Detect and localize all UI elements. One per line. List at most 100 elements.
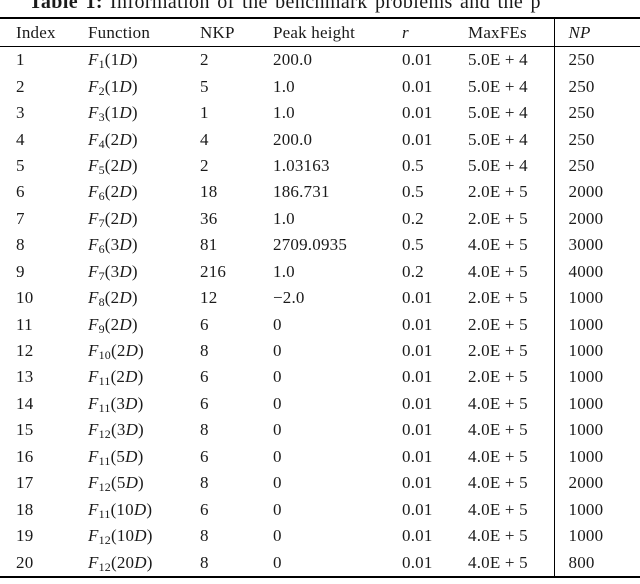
- function-arg-open: (2: [104, 314, 120, 334]
- function-arg-close: ): [131, 235, 138, 255]
- function-arg-close: ): [131, 182, 138, 202]
- index-cell: 11: [16, 314, 33, 334]
- index-cell: 8: [16, 235, 25, 255]
- function-subscript: 7: [98, 215, 105, 230]
- col-header-peak-height: Peak height: [273, 18, 401, 47]
- index-cell: 14: [16, 393, 34, 413]
- function-arg-close: ): [137, 393, 144, 413]
- index-cell: 9: [16, 261, 25, 281]
- function-subscript: 11: [98, 506, 111, 521]
- function-subscript: 12: [98, 427, 111, 442]
- maxfes-cell: 2.0E + 5: [468, 288, 528, 308]
- function-arg-open: (2: [110, 367, 126, 387]
- peak-height-cell: 1.0: [273, 208, 295, 228]
- function-subscript: 10: [98, 348, 111, 363]
- function-cell: F6(3D): [86, 232, 199, 258]
- nkp-cell: 4: [200, 129, 209, 149]
- function-arg-close: ): [146, 552, 153, 572]
- table-row: 2 F2(1D) 5 1.0 0.01 5.0E + 4 250: [0, 73, 640, 100]
- function-letter: F: [88, 499, 99, 519]
- peak-height-cell: 0: [273, 499, 282, 519]
- np-cell: 1000: [553, 443, 640, 470]
- nkp-cell: 216: [200, 261, 227, 281]
- function-dim-letter: D: [119, 129, 132, 149]
- peak-height-cell: 0: [273, 367, 282, 387]
- function-dim-letter: D: [134, 552, 147, 572]
- maxfes-cell: 5.0E + 4: [468, 50, 528, 70]
- function-arg-open: (2: [104, 208, 120, 228]
- function-arg-close: ): [137, 446, 144, 466]
- r-cell: 0.01: [402, 314, 433, 334]
- function-arg-open: (2: [104, 129, 120, 149]
- function-arg-open: (1: [104, 103, 120, 123]
- function-arg-close: ): [131, 50, 138, 70]
- function-cell: F9(2D): [86, 311, 199, 337]
- function-dim-letter: D: [119, 155, 132, 175]
- index-cell: 19: [16, 526, 34, 546]
- function-dim-letter: D: [119, 261, 132, 281]
- nkp-cell: 8: [200, 526, 209, 546]
- table-row: 14 F11(3D) 6 0 0.01 4.0E + 5 1000: [0, 390, 640, 418]
- function-arg-close: ): [131, 261, 138, 281]
- table-caption-label: Table 1:: [29, 0, 103, 13]
- np-cell: 1000: [553, 496, 640, 523]
- table-body: 1 F1(1D) 2 200.0 0.01 5.0E + 4 250 2 F2(…: [0, 46, 640, 577]
- function-letter: F: [88, 288, 99, 308]
- peak-height-cell: 2709.0935: [273, 235, 348, 255]
- function-subscript: 9: [98, 321, 105, 336]
- maxfes-cell: 5.0E + 4: [468, 155, 528, 175]
- function-letter: F: [88, 182, 99, 202]
- function-dim-letter: D: [119, 103, 132, 123]
- function-arg-open: (1: [104, 76, 120, 96]
- function-cell: F12(10D): [86, 523, 199, 549]
- function-dim-letter: D: [125, 473, 139, 493]
- function-subscript: 12: [98, 533, 111, 548]
- r-cell: 0.5: [402, 182, 424, 202]
- col-header-nkp: NKP: [199, 18, 273, 47]
- r-cell: 0.01: [402, 76, 433, 96]
- table-row: 1 F1(1D) 2 200.0 0.01 5.0E + 4 250: [0, 46, 640, 74]
- function-dim-letter: D: [125, 446, 138, 466]
- function-subscript: 3: [98, 110, 105, 125]
- function-subscript: 6: [98, 189, 105, 204]
- peak-height-cell: 0: [273, 446, 282, 466]
- function-arg-close: ): [146, 526, 153, 546]
- np-cell: 250: [553, 99, 640, 127]
- function-letter: F: [88, 76, 99, 96]
- function-dim-letter: D: [119, 235, 132, 255]
- r-cell: 0.2: [402, 208, 424, 228]
- function-arg-close: ): [131, 129, 138, 149]
- function-letter: F: [88, 50, 99, 70]
- function-letter: F: [88, 526, 99, 546]
- function-letter: F: [88, 473, 99, 493]
- function-letter: F: [88, 393, 99, 413]
- nkp-cell: 6: [200, 367, 209, 387]
- function-letter: F: [88, 446, 99, 466]
- col-header-index: Index: [0, 18, 86, 47]
- function-arg-close: ): [146, 499, 153, 519]
- table-row: 8 F6(3D) 81 2709.0935 0.5 4.0E + 5 3000: [0, 232, 640, 259]
- function-dim-letter: D: [119, 314, 132, 334]
- function-subscript: 12: [98, 480, 111, 495]
- r-cell: 0.01: [402, 341, 433, 361]
- maxfes-cell: 2.0E + 5: [468, 182, 528, 202]
- nkp-cell: 5: [200, 76, 209, 96]
- index-cell: 18: [16, 499, 34, 519]
- function-subscript: 2: [98, 83, 105, 98]
- function-letter: F: [88, 129, 99, 149]
- r-cell: 0.01: [402, 129, 433, 149]
- function-dim-letter: D: [119, 76, 132, 96]
- function-dim-letter: D: [133, 499, 147, 519]
- function-arg-open: (2: [104, 155, 120, 175]
- index-cell: 10: [16, 288, 34, 308]
- np-cell: 250: [553, 152, 640, 180]
- index-cell: 1: [16, 50, 25, 70]
- peak-height-cell: 1.03163: [273, 155, 330, 175]
- function-arg-close: ): [138, 420, 144, 440]
- function-cell: F11(2D): [86, 364, 199, 390]
- index-cell: 2: [16, 76, 25, 96]
- function-arg-open: (2: [111, 341, 126, 361]
- maxfes-cell: 4.0E + 5: [468, 235, 528, 255]
- function-dim-letter: D: [119, 182, 132, 202]
- function-cell: F10(2D): [86, 338, 199, 364]
